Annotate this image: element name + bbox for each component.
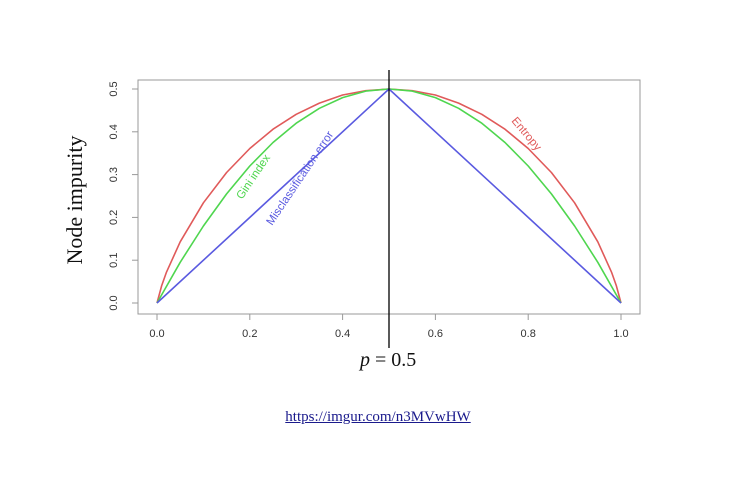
x-tick-label: 1.0 (613, 328, 628, 340)
x-tick-label: 0.6 (428, 328, 443, 340)
p-symbol: p (358, 349, 370, 371)
series-group (156, 70, 622, 348)
y-tick-label: 0.4 (108, 124, 120, 139)
p-annotation: p = 0.5 (358, 349, 416, 371)
label-misclassification-error: Misclassification error (265, 129, 337, 228)
p-value: = 0.5 (370, 349, 416, 371)
y-tick-label: 0.5 (108, 81, 120, 96)
y-tick-label: 0.2 (108, 210, 120, 225)
x-tick-label: 0.4 (335, 328, 350, 340)
y-tick-label: 0.0 (108, 295, 120, 310)
x-tick-label: 0.8 (521, 328, 536, 340)
y-tick-label: 0.1 (108, 253, 120, 268)
axes: 0.0 0.2 0.4 0.6 0.8 1.0 0.0 0.1 0.2 0.3 0.4 0.5 (108, 81, 629, 340)
x-tick-label: 0.0 (149, 328, 164, 340)
y-tick-label: 0.3 (108, 167, 120, 182)
y-axis-label: Node impurity (62, 136, 87, 265)
source-link[interactable]: https://imgur.com/n3MVwHW (285, 409, 471, 425)
x-tick-label: 0.2 (242, 328, 257, 340)
